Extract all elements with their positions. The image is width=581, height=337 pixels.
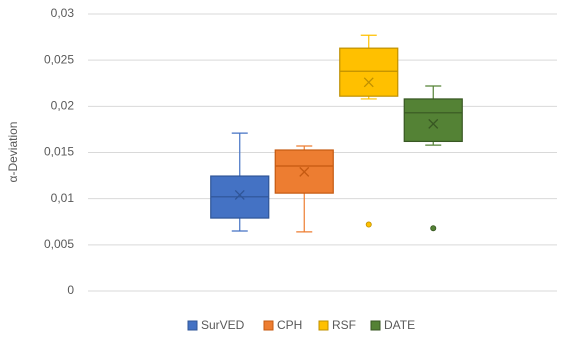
y-tick-label: 0,005 xyxy=(44,237,74,251)
legend-swatch xyxy=(370,320,381,331)
box xyxy=(403,98,463,143)
mean-marker xyxy=(234,190,245,200)
mean-marker xyxy=(363,77,374,88)
legend-label: DATE xyxy=(384,318,415,332)
y-tick-label: 0 xyxy=(67,283,74,297)
mean-marker xyxy=(428,118,439,129)
outlier xyxy=(365,221,372,228)
y-tick-label: 0,01 xyxy=(51,191,75,205)
outlier xyxy=(430,225,437,232)
y-tick-label: 0,02 xyxy=(51,99,75,113)
y-tick-label: 0,03 xyxy=(51,6,75,20)
y-tick-label: 0,015 xyxy=(44,145,74,159)
y-axis-label: α-Deviation xyxy=(6,122,20,183)
legend-swatch xyxy=(263,320,274,331)
legend-label: CPH xyxy=(277,318,302,332)
mean-marker xyxy=(299,166,310,177)
legend-label: RSF xyxy=(332,318,356,332)
legend-swatch xyxy=(187,320,198,331)
legend-label: SurVED xyxy=(201,318,245,332)
legend-swatch xyxy=(318,320,329,331)
box xyxy=(339,47,399,97)
y-tick-label: 0,025 xyxy=(44,52,74,66)
